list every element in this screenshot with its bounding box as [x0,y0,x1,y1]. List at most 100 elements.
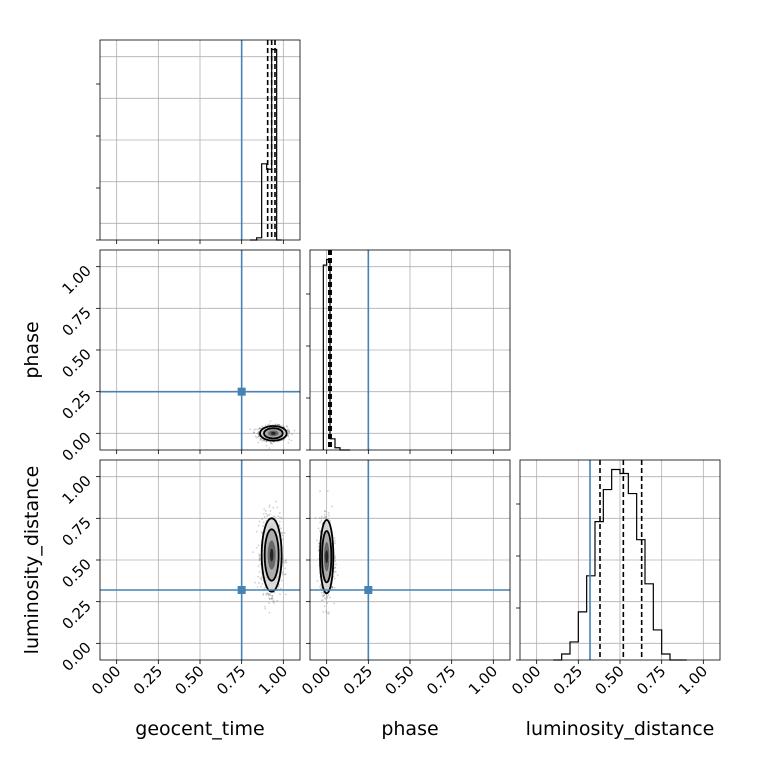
sample-point [321,515,323,518]
x-tick-label-1: 0.25 [130,662,166,698]
truth-marker [237,586,246,594]
sample-point [279,520,281,523]
sample-point [257,428,259,431]
sample-point [271,597,274,600]
sample-point [281,534,284,537]
sample-point [264,607,267,610]
sample-point [258,427,261,429]
sample-point [261,582,264,585]
sample-point [281,561,284,564]
sample-point [267,594,270,597]
x-axis-label-luminosity_distance: luminosity_distance [526,718,715,740]
sample-point [317,542,320,545]
sample-point [333,570,336,573]
sample-point [323,605,326,608]
sample-point [271,595,273,597]
sample-point [277,515,280,518]
y-axis-label-phase: phase [21,321,43,378]
truth-marker [364,586,373,594]
sample-point [320,519,323,522]
samples-layer [249,420,296,449]
sample-point [323,594,325,597]
contour-line-1 [263,528,280,582]
sample-point [317,545,320,548]
sample-point [258,582,260,584]
sample-point [254,435,257,438]
sample-point [284,559,287,562]
sample-point [271,442,273,445]
x-tick-label-1: 0.25 [340,662,376,698]
sample-point [326,595,329,598]
sample-point [327,613,330,615]
density-level-3 [269,548,274,562]
panel-luminosity_distance: 0.00 0.25 0.50 0.75 1.00 [508,459,721,698]
sample-point [257,565,260,567]
sample-point [253,431,255,434]
sample-point [319,521,321,524]
sample-point [314,517,317,519]
sample-point [334,557,336,559]
sample-point [267,593,270,596]
sample-point [287,428,290,431]
sample-point [261,425,264,428]
sample-point [269,594,272,597]
sample-point [281,573,284,576]
sample-point [267,592,270,595]
sample-point [333,539,336,542]
sample-point [272,515,275,518]
sample-point [334,556,337,559]
panel-geocent_time [96,39,301,244]
sample-point [319,530,321,532]
sample-point [258,559,261,562]
sample-point [272,441,275,444]
sample-point [278,424,281,427]
y-tick-label-2: 0.50 [58,345,94,381]
sample-point [253,428,256,431]
sample-point [276,599,279,602]
sample-point [266,424,269,426]
sample-point [288,429,291,432]
sample-point [274,423,277,426]
sample-point [259,439,261,442]
sample-point [257,436,260,438]
sample-point [324,598,327,600]
y-tick-label-4: 1.00 [58,262,94,298]
sample-point [272,600,275,603]
sample-point [326,596,329,599]
sample-point [333,586,336,589]
contour-line-0 [259,425,288,442]
x-tick-label-4: 1.00 [675,662,711,698]
sample-point [271,596,274,599]
x-tick-label-0: 0.00 [298,662,334,698]
panel-geocent_time-vs-phase: 0.00 0.25 0.50 0.75 1.00 [58,249,301,465]
sample-point [287,433,290,436]
sample-point [327,611,330,614]
sample-point [259,563,262,566]
histogram-phase [322,258,350,451]
sample-point [279,527,282,530]
sample-point [334,560,337,563]
sample-point [272,599,275,602]
sample-point [268,602,270,604]
y-tick-label-0: 0.00 [58,428,94,464]
contour-line-1 [263,427,284,440]
sample-point [323,593,326,596]
sample-point [288,432,291,434]
sample-point [277,423,280,426]
sample-point [290,433,293,436]
sample-point [266,592,269,594]
sample-point [253,431,255,434]
sample-point [333,559,336,561]
sample-point [327,512,330,514]
sample-point [269,442,272,444]
x-tick-label-2: 0.50 [171,662,207,698]
sample-point [317,527,320,530]
sample-point [273,602,276,604]
sample-point [263,508,266,511]
sample-point [284,567,287,570]
sample-point [249,428,252,431]
y-tick-label-4: 1.00 [58,472,94,508]
sample-point [257,553,260,556]
sample-point [284,573,287,575]
sample-point [283,573,286,576]
